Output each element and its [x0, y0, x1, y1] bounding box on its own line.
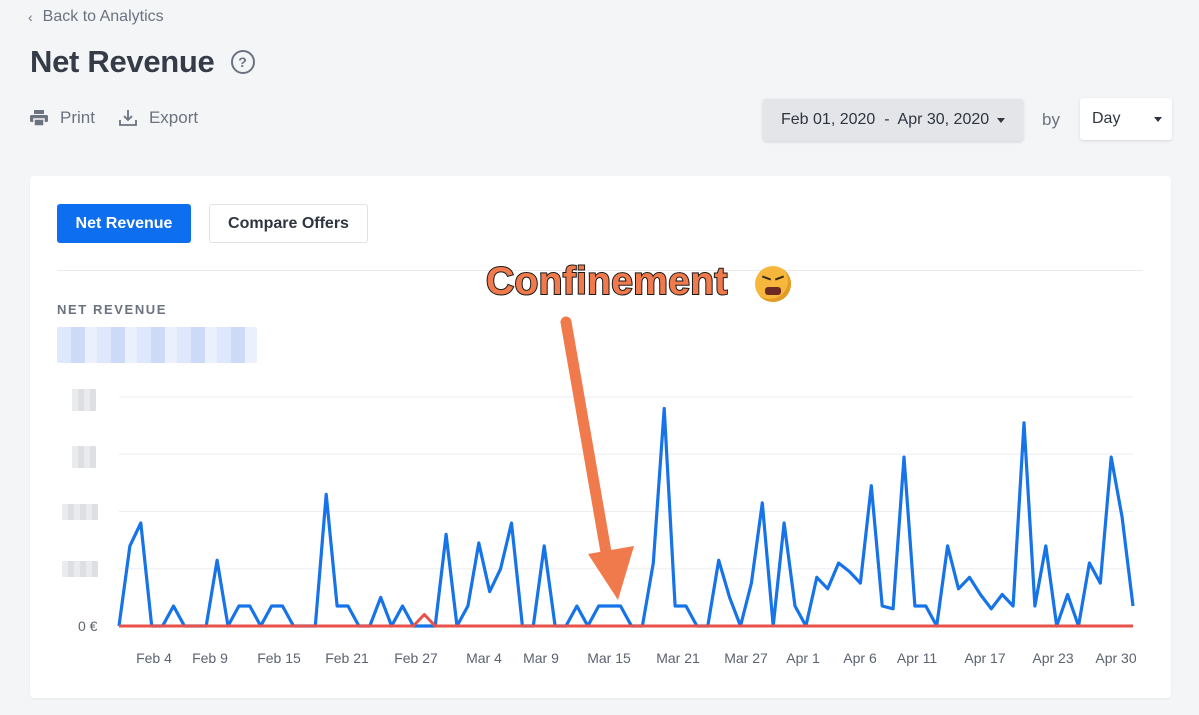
y-zero-label: 0 €: [78, 618, 98, 634]
x-tick-label: Apr 1: [786, 650, 820, 666]
chevron-left-icon: ‹: [28, 9, 33, 25]
x-tick-label: Apr 23: [1032, 650, 1073, 666]
series-line-net-revenue: [117, 406, 1135, 628]
blurred-y-tick: [72, 389, 96, 411]
blurred-y-tick: [62, 561, 98, 577]
x-tick-label: Feb 27: [394, 650, 438, 666]
granularity-select[interactable]: Day: [1080, 98, 1172, 140]
print-label: Print: [60, 108, 95, 127]
series-line-comparison: [119, 613, 1133, 628]
page-title: Net Revenue: [30, 44, 215, 79]
net-revenue-tab[interactable]: Net Revenue: [57, 204, 191, 243]
divider: [57, 270, 1143, 271]
date-range-value: Feb 01, 2020 - Apr 30, 2020: [781, 111, 990, 128]
back-link-label: Back to Analytics: [42, 8, 164, 25]
x-tick-label: Feb 15: [257, 650, 301, 666]
x-tick-label: Mar 4: [466, 650, 502, 666]
annotation-label: Confinement: [485, 259, 728, 304]
series-group: [117, 406, 1135, 628]
date-range-select[interactable]: Feb 01, 2020 - Apr 30, 2020: [763, 99, 1023, 141]
export-label: Export: [148, 108, 199, 127]
chart-card: Net Revenue Compare Offers NET REVENUE: [30, 176, 1171, 698]
x-tick-label: Mar 21: [656, 650, 700, 666]
x-tick-label: Mar 9: [523, 650, 559, 666]
by-label: by: [1042, 110, 1060, 129]
download-icon: [119, 110, 137, 126]
page-header: Net Revenue ?: [30, 44, 255, 80]
x-tick-label: Apr 11: [897, 650, 937, 666]
export-button[interactable]: Export: [119, 108, 198, 128]
printer-icon: [30, 110, 48, 126]
x-tick-label: Feb 9: [192, 650, 228, 666]
caret-down-icon: [1154, 116, 1162, 122]
x-tick-label: Mar 27: [724, 650, 768, 666]
blurred-y-tick: [72, 446, 96, 468]
x-tick-label: Feb 21: [325, 650, 369, 666]
gridlines: [119, 396, 1133, 627]
compare-offers-tab[interactable]: Compare Offers: [209, 204, 368, 243]
chart-section-label: NET REVENUE: [57, 302, 168, 317]
x-axis-labels: Feb 4 Feb 9 Feb 15 Feb 21 Feb 27 Mar 4 Mar 9 Ma…: [136, 650, 1137, 666]
blurred-total-value: [57, 327, 257, 363]
annotation-arrow: [560, 316, 634, 600]
back-link[interactable]: ‹ Back to Analytics: [28, 8, 164, 26]
action-bar: Print Export: [30, 108, 198, 128]
x-tick-label: Mar 15: [587, 650, 631, 666]
help-circle-icon[interactable]: ?: [230, 50, 255, 74]
x-tick-label: Apr 6: [843, 650, 877, 666]
tired-face-emoji: [755, 266, 791, 302]
blurred-y-tick: [62, 504, 98, 520]
caret-down-icon: [997, 117, 1005, 123]
print-button[interactable]: Print: [30, 108, 95, 128]
x-tick-label: Feb 4: [136, 650, 172, 666]
x-tick-label: Apr 30: [1095, 650, 1136, 666]
granularity-value: Day: [1092, 110, 1121, 127]
x-tick-label: Apr 17: [964, 650, 1005, 666]
